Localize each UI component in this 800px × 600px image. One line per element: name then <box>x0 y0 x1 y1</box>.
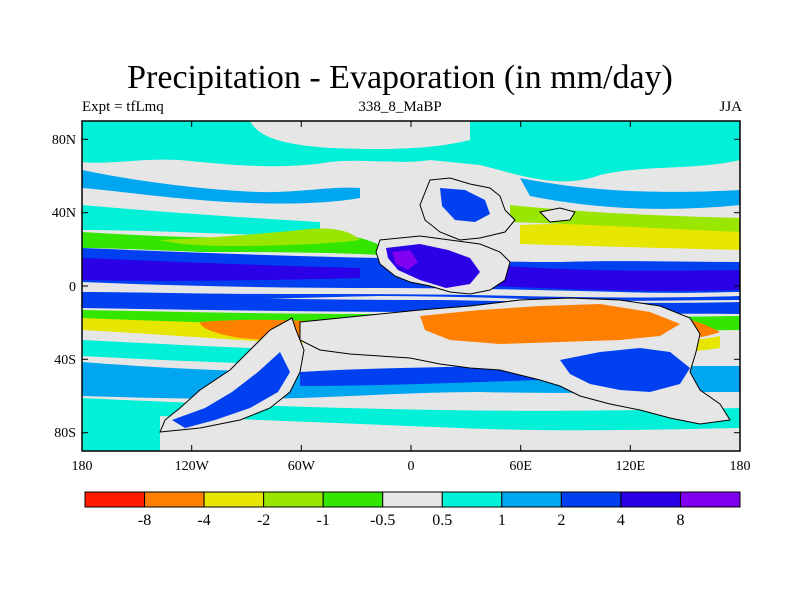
colorbar-label: -2 <box>257 512 270 529</box>
x-tick-label: 180 <box>72 459 93 474</box>
season-label: JJA <box>719 99 742 115</box>
y-tick-label: 80N <box>52 133 76 148</box>
x-tick-label: 120W <box>175 459 210 474</box>
north-moist-band <box>82 121 740 182</box>
equator-gray-gap <box>82 282 740 298</box>
x-tick-label: 60W <box>288 459 316 474</box>
colorbar-swatch <box>203 491 265 508</box>
colorbar-swatch <box>501 491 562 508</box>
colorbar-swatch <box>382 491 443 508</box>
experiment-label: Expt = tfLmq <box>82 99 164 115</box>
x-tick-label: 0 <box>408 459 415 474</box>
y-tick-labels: 80N 40N 0 40S 80S <box>52 133 76 441</box>
colorbar-label: 8 <box>676 512 684 529</box>
continent-small-east <box>538 207 576 223</box>
y-axis <box>82 138 740 434</box>
north-blue-band <box>82 170 360 204</box>
period-label: 338_8_MaBP <box>358 99 442 115</box>
continent-south-west-blue <box>172 352 290 428</box>
colorbar-swatch <box>84 491 146 508</box>
colorbar-label: 2 <box>557 512 565 529</box>
continent-south-orange <box>420 304 680 344</box>
x-tick-label: 120E <box>616 459 646 474</box>
colorbar-swatch <box>560 491 622 508</box>
north-subtropic-yellow <box>160 228 360 246</box>
north-subtropic-cyan <box>82 205 320 236</box>
continent-south-west <box>159 317 305 433</box>
x-tick-label: 60E <box>509 459 532 474</box>
north-asia-yellow <box>520 223 740 250</box>
antarctic-gray <box>160 416 740 451</box>
continent-north-interior <box>440 188 490 222</box>
colorbar-swatch <box>441 491 503 508</box>
y-tick-label: 40N <box>52 206 76 221</box>
colorbar-label: -1 <box>317 512 330 529</box>
colorbar-label: -0.5 <box>370 512 395 529</box>
itcz-indigo <box>82 258 360 281</box>
colorbar-label: -4 <box>197 512 210 529</box>
colorbar-label: -8 <box>138 512 151 529</box>
colorbar-label: 4 <box>617 512 625 529</box>
north-dry-arctic <box>250 121 470 150</box>
x-tick-labels: 180 120W 60W 0 60E 120E 180 <box>72 459 751 474</box>
chart-title: Precipitation - Evaporation (in mm/day) <box>127 59 673 96</box>
itcz-indigo-east <box>460 262 740 291</box>
colorbar-swatch <box>679 491 741 508</box>
pe-field <box>82 121 740 451</box>
colorbar-swatch <box>620 491 681 508</box>
colorbar-label: 0.5 <box>432 512 452 529</box>
continent-central-violet <box>392 250 418 270</box>
colorbar-swatch <box>263 491 324 508</box>
x-tick-label: 180 <box>730 459 751 474</box>
y-tick-label: 40S <box>54 353 76 368</box>
y-tick-label: 0 <box>69 280 76 295</box>
colorbar-swatch <box>144 491 205 508</box>
colorbar-label: 1 <box>498 512 506 529</box>
y-tick-label: 80S <box>54 426 76 441</box>
colorbar-swatch <box>322 491 384 508</box>
colorbar: -8 -4 -2 -1 -0.5 0.5 1 2 4 8 <box>84 491 741 529</box>
x-axis <box>81 121 741 451</box>
north-blue-band-east <box>520 178 740 209</box>
continent-south-blue <box>560 348 690 392</box>
